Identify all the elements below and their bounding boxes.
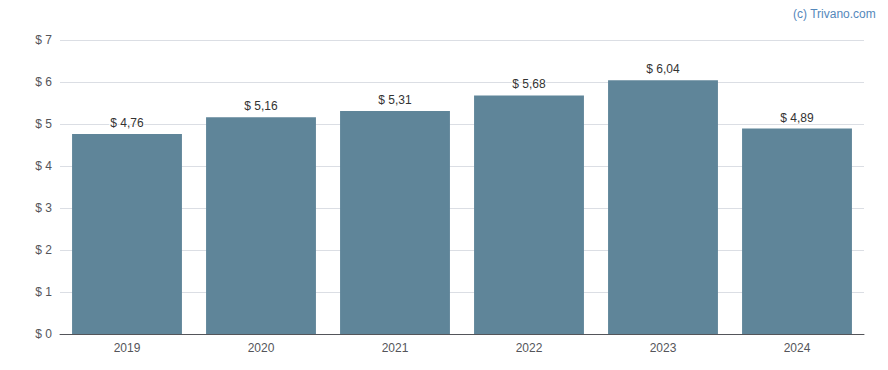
svg-text:2023: 2023 [650,341,677,355]
svg-text:$ 2: $ 2 [35,243,52,257]
svg-text:$ 7: $ 7 [35,33,52,47]
svg-text:$ 3: $ 3 [35,201,52,215]
svg-text:(c) Trivano.com: (c) Trivano.com [793,7,876,21]
svg-text:$ 4,89: $ 4,89 [780,111,814,125]
svg-text:2024: 2024 [784,341,811,355]
svg-text:$ 5: $ 5 [35,117,52,131]
svg-text:$ 1: $ 1 [35,285,52,299]
svg-text:2020: 2020 [248,341,275,355]
svg-text:$ 4,76: $ 4,76 [110,116,144,130]
svg-text:2022: 2022 [516,341,543,355]
svg-text:$ 5,31: $ 5,31 [378,93,412,107]
svg-text:$ 6,04: $ 6,04 [646,62,680,76]
svg-text:2021: 2021 [382,341,409,355]
svg-text:$ 5,16: $ 5,16 [244,99,278,113]
svg-text:$ 0: $ 0 [35,327,52,341]
svg-text:$ 5,68: $ 5,68 [512,77,546,91]
svg-text:2019: 2019 [114,341,141,355]
svg-text:$ 4: $ 4 [35,159,52,173]
svg-text:$ 6: $ 6 [35,75,52,89]
